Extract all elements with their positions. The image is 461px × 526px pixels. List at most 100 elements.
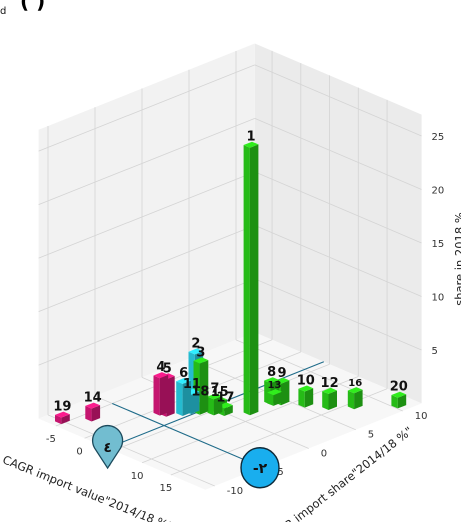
bar-label-20: 20 bbox=[390, 380, 408, 395]
bar-label-1: 1 bbox=[246, 130, 255, 145]
bar-side-face bbox=[273, 391, 282, 406]
chart-bars bbox=[55, 141, 407, 425]
bar-14 bbox=[85, 402, 101, 422]
bar-front-face bbox=[55, 414, 62, 425]
grid-line bbox=[254, 64, 422, 137]
bar-top-face bbox=[207, 393, 223, 400]
bar-label-19: 19 bbox=[53, 400, 71, 415]
bar-top-face bbox=[188, 348, 204, 355]
bar-label-5: 5 bbox=[163, 361, 172, 376]
x-tick-label: -5 bbox=[46, 434, 56, 445]
bar-top-face bbox=[176, 377, 191, 384]
pin-marker-text: ٤ bbox=[103, 440, 112, 456]
chart-panes bbox=[38, 43, 422, 490]
bar-label-11: 11 bbox=[183, 377, 201, 392]
grid-line bbox=[254, 225, 422, 297]
bar-front-face bbox=[298, 388, 305, 408]
z-axis-label: share in 2018 % bbox=[453, 212, 461, 306]
bar-side-face bbox=[328, 390, 337, 410]
circle-marker: -٢ bbox=[240, 447, 280, 489]
bar-label-13: 13 bbox=[268, 380, 282, 391]
bar-front-face bbox=[207, 396, 214, 416]
y-tick-label: 10 bbox=[415, 411, 428, 422]
bar-side-face bbox=[224, 405, 233, 416]
bar-side-face bbox=[213, 396, 223, 416]
bar-front-face bbox=[322, 391, 329, 410]
z-tick-label: 10 bbox=[432, 292, 445, 303]
bar-7 bbox=[207, 393, 223, 416]
bar-front-face bbox=[176, 381, 183, 416]
bar-front-face bbox=[243, 145, 250, 416]
grid-line bbox=[254, 171, 422, 244]
bar-4 bbox=[153, 372, 169, 416]
bar-20 bbox=[391, 391, 407, 409]
bar-top-face bbox=[55, 411, 70, 418]
bar-top-face bbox=[264, 377, 279, 384]
bar-top-face bbox=[347, 387, 363, 394]
grid-line bbox=[38, 225, 255, 313]
bar-side-face bbox=[91, 405, 101, 422]
pin-marker: ٤ bbox=[92, 424, 124, 470]
reference-line bbox=[112, 402, 257, 466]
grid-line bbox=[38, 171, 255, 259]
bar-front-face bbox=[347, 390, 355, 410]
bar-label-8: 8 bbox=[267, 365, 276, 380]
bar-label-12: 12 bbox=[321, 376, 339, 391]
grid-line bbox=[38, 118, 255, 206]
bar-label-10: 10 bbox=[297, 374, 315, 389]
bar-label-7: 7 bbox=[210, 381, 219, 396]
bar-side-face bbox=[166, 376, 175, 417]
bar-10 bbox=[298, 385, 314, 408]
bar-side-face bbox=[61, 414, 70, 425]
bar-side-face bbox=[199, 360, 209, 415]
bar-label-18: 18 bbox=[191, 384, 209, 399]
chart-grid bbox=[38, 50, 422, 487]
bar-17 bbox=[218, 402, 233, 416]
bar-label-4: 4 bbox=[156, 360, 165, 375]
y-tick-label: 0 bbox=[321, 448, 327, 459]
bar-12 bbox=[322, 387, 337, 410]
grid-line bbox=[38, 64, 255, 152]
bar-label-3: 3 bbox=[196, 345, 205, 360]
chart-markers: ٤ -٢ bbox=[92, 424, 280, 489]
bar-side-face bbox=[249, 144, 259, 416]
bar-top-face bbox=[243, 141, 259, 148]
back-pane bbox=[254, 43, 422, 404]
bar-front-face bbox=[85, 405, 92, 422]
grid-line bbox=[38, 278, 255, 366]
grid-line bbox=[141, 376, 359, 464]
bar-top-face bbox=[193, 357, 209, 364]
bar-16 bbox=[347, 387, 363, 410]
grid-line bbox=[254, 118, 422, 190]
bar-6 bbox=[176, 377, 191, 416]
chart-title-left-fragment: d bbox=[0, 6, 6, 17]
circle-marker-text: -٢ bbox=[253, 461, 268, 477]
x-tick-label: 15 bbox=[159, 483, 172, 494]
bar-side-face bbox=[159, 374, 169, 416]
bar-side-face bbox=[281, 380, 290, 406]
bar-label-6: 6 bbox=[179, 366, 188, 381]
z-tick-label: 20 bbox=[432, 185, 445, 196]
bar-19 bbox=[55, 411, 70, 425]
bar-label-15: 15 bbox=[211, 385, 229, 400]
bar-top-face bbox=[322, 387, 337, 394]
bar-label-2: 2 bbox=[191, 336, 200, 351]
chart-title-fragment: ( ) bbox=[20, 0, 45, 13]
bar-top-face bbox=[153, 372, 169, 379]
bar-front-face bbox=[267, 392, 274, 406]
grid-line bbox=[235, 339, 403, 412]
bar-top-face bbox=[267, 389, 282, 396]
bar-front-face bbox=[391, 395, 398, 409]
left-pane bbox=[38, 43, 255, 419]
bar-side-face bbox=[190, 391, 200, 415]
bar-top-face bbox=[298, 385, 314, 392]
bar-top-face bbox=[391, 391, 407, 398]
bar-side-face bbox=[397, 394, 407, 409]
grid-line bbox=[254, 278, 422, 351]
bar-label-9: 9 bbox=[278, 366, 287, 381]
bar-side-face bbox=[182, 380, 191, 416]
bar-label-14: 14 bbox=[84, 391, 102, 406]
